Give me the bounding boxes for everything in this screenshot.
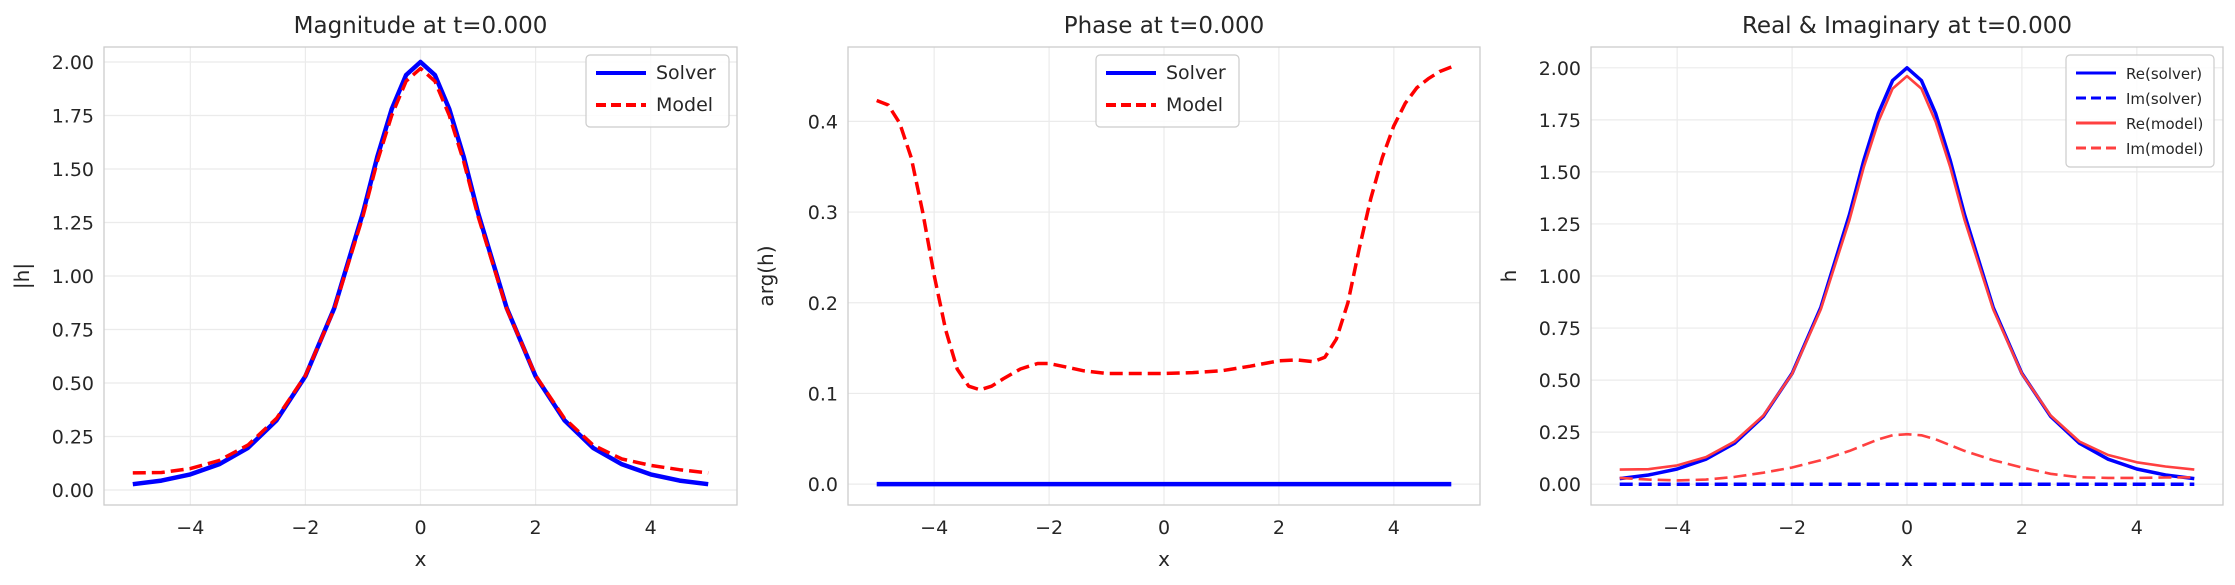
- x-tick-label: −2: [291, 517, 319, 539]
- y-axis-label: h: [1497, 270, 1521, 283]
- x-tick-label: −4: [1663, 517, 1691, 539]
- axes-frame: [103, 46, 738, 506]
- x-axis-label: x: [1158, 547, 1170, 571]
- x-tick-label: 2: [2016, 517, 2028, 539]
- y-tick-label: 1.50: [1539, 162, 1581, 184]
- y-tick-label: 0.50: [1539, 370, 1581, 392]
- x-tick-label: 0: [414, 517, 426, 539]
- y-tick-label: 0.75: [52, 320, 94, 342]
- legend-label: Solver: [1166, 62, 1226, 84]
- legend-label: Model: [1166, 94, 1223, 116]
- chart-title: Phase at t=0.000: [1064, 13, 1265, 39]
- y-tick-label: 0.4: [808, 111, 838, 133]
- y-tick-label: 0.3: [808, 202, 838, 224]
- y-tick-label: 0.25: [52, 427, 94, 449]
- y-axis-label: |h|: [10, 263, 34, 289]
- series-line-3: [1619, 74, 2195, 471]
- chart-panel-3: −4 −2 0 2 4 0.00 0.25 0.50 0.75 1.00 1.25 1.50 1.75 2…: [1497, 13, 2224, 571]
- y-tick-label: 2.00: [52, 52, 94, 74]
- y-axis-label: arg(h): [754, 245, 778, 306]
- x-axis-label: x: [1901, 547, 1913, 571]
- y-tick-label: 1.75: [52, 105, 94, 127]
- x-tick-label: 4: [1388, 517, 1400, 539]
- y-tick-label: 1.25: [1539, 214, 1581, 236]
- axes-frame: [1590, 46, 2224, 506]
- legend-label: Model: [656, 94, 713, 116]
- chart-title: Magnitude at t=0.000: [294, 13, 548, 39]
- x-tick-label: 0: [1158, 517, 1170, 539]
- x-tick-label: −2: [1778, 517, 1806, 539]
- legend-label: Solver: [656, 62, 716, 84]
- legend-label: Im(solver): [2126, 90, 2202, 108]
- x-tick-label: 2: [530, 517, 542, 539]
- y-tick-label: 1.75: [1539, 110, 1581, 132]
- chart-panel-2: −4 −2 0 2 4 0.0 0.1 0.2 0.3 0.4 Phase at t=0.000 x a…: [754, 13, 1481, 571]
- y-tick-label: 1.25: [52, 212, 94, 234]
- axes-frame: [847, 46, 1481, 506]
- legend-label: Im(model): [2126, 140, 2203, 158]
- y-tick-label: 0.2: [808, 293, 838, 315]
- x-tick-label: 4: [2131, 517, 2143, 539]
- y-tick-label: 0.00: [1539, 474, 1581, 496]
- series-line-2: [132, 66, 709, 475]
- legend-label: Re(solver): [2126, 65, 2202, 83]
- chart-panel-1: −4 −2 0 2 4 0.00 0.25 0.50 0.75 1.00 1.25 1.50 1.75 2…: [10, 13, 738, 571]
- y-tick-label: 0.75: [1539, 318, 1581, 340]
- x-tick-label: 0: [1901, 517, 1913, 539]
- x-tick-label: −4: [920, 517, 948, 539]
- x-tick-label: −4: [176, 517, 204, 539]
- y-tick-label: 0.1: [808, 383, 838, 405]
- y-tick-label: 1.00: [52, 266, 94, 288]
- y-tick-label: 0.00: [52, 480, 94, 502]
- series-line-4: [1619, 432, 2195, 482]
- legend-box: [2065, 54, 2215, 168]
- series-line-2: [876, 65, 1452, 392]
- series-line-1: [1619, 66, 2195, 481]
- chart-title: Real & Imaginary at t=0.000: [1742, 13, 2072, 39]
- x-tick-label: 2: [1273, 517, 1285, 539]
- y-tick-label: 0.25: [1539, 422, 1581, 444]
- y-tick-label: 0.50: [52, 373, 94, 395]
- y-tick-label: 2.00: [1539, 58, 1581, 80]
- x-tick-label: 4: [645, 517, 657, 539]
- x-tick-label: −2: [1035, 517, 1063, 539]
- series-line-1: [132, 59, 709, 487]
- y-tick-label: 0.0: [808, 474, 838, 496]
- legend-label: Re(model): [2126, 115, 2203, 133]
- y-tick-label: 1.50: [52, 159, 94, 181]
- x-axis-label: x: [415, 547, 427, 571]
- y-tick-label: 1.00: [1539, 266, 1581, 288]
